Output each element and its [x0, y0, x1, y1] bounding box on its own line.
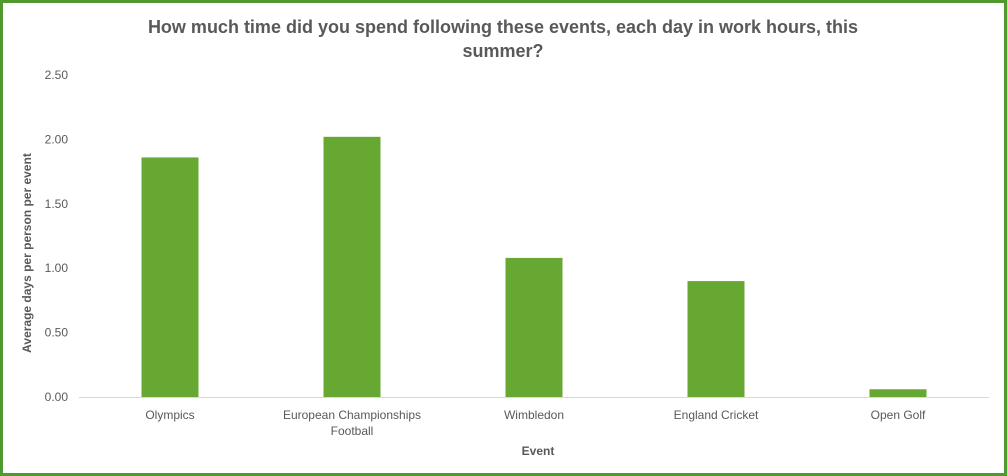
bar: [687, 281, 745, 397]
chart-title: How much time did you spend following th…: [147, 17, 859, 61]
x-tick-label-line: England Cricket: [674, 408, 759, 422]
bar-chart: 0.00 0.50 1.00 1.50 2.00 2.50 Olympics Europea…: [45, 68, 989, 438]
y-tick-label: 2.50: [45, 68, 69, 82]
y-tick-label: 1.50: [45, 197, 69, 211]
y-tick-label: 2.00: [45, 132, 69, 146]
x-tick-label: European Championships Football: [283, 408, 421, 438]
x-axis-label: Event: [521, 444, 555, 458]
x-tick-label: Open Golf: [871, 408, 926, 422]
x-tick-label-line: Open Golf: [871, 408, 926, 422]
x-tick-label-line: Football: [331, 424, 374, 438]
x-tick-label: Olympics: [145, 408, 194, 422]
y-tick-label: 0.50: [45, 326, 69, 340]
bar: [505, 257, 563, 397]
x-tick-label-line: Olympics: [145, 408, 194, 422]
bar: [869, 389, 927, 397]
bars: [141, 136, 927, 397]
y-tick-label: 0.00: [45, 390, 69, 404]
y-tick-label: 1.00: [45, 261, 69, 275]
x-axis-ticks: Olympics European Championships Football Wi…: [145, 408, 926, 438]
y-axis-ticks: 0.00 0.50 1.00 1.50 2.00 2.50: [45, 68, 69, 404]
x-tick-label: England Cricket: [674, 408, 759, 422]
x-tick-label: Wimbledon: [504, 408, 564, 422]
bar: [323, 136, 381, 397]
bar: [141, 157, 199, 397]
x-tick-label-line: European Championships: [283, 408, 421, 422]
x-tick-label-line: Wimbledon: [504, 408, 564, 422]
